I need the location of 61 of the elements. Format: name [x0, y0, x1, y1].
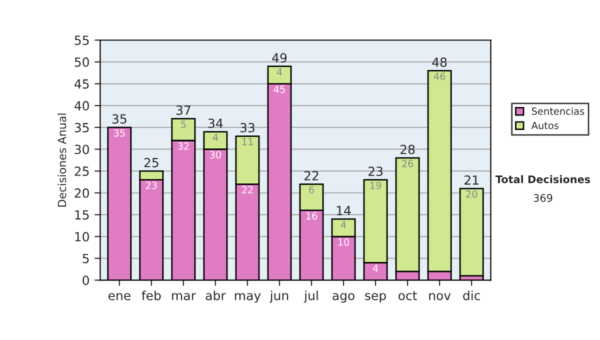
- total-label: 21: [464, 175, 478, 185]
- total-label: 37: [176, 105, 190, 115]
- x-tick-label: feb: [142, 290, 161, 300]
- data-label: 20: [466, 190, 478, 198]
- data-label: 45: [274, 86, 285, 94]
- y-tick-label: 45: [74, 79, 89, 89]
- y-tick-label: 35: [74, 122, 89, 132]
- total-label: 22: [304, 170, 318, 180]
- y-tick-label: 25: [74, 166, 89, 176]
- data-label: 30: [210, 151, 221, 158]
- data-label: 4: [340, 221, 346, 228]
- y-tick-label: 50: [74, 57, 89, 67]
- y-tick-label: 55: [74, 36, 89, 46]
- data-label: 19: [370, 182, 382, 190]
- y-tick-label: 20: [74, 188, 89, 198]
- y-axis-title: Decisiones Anual: [58, 114, 66, 207]
- total-label: 33: [240, 122, 254, 132]
- total-label: 34: [208, 118, 223, 128]
- data-label: 11: [242, 138, 253, 146]
- x-tick-label: jul: [304, 290, 318, 303]
- total-label: 25: [144, 158, 158, 168]
- x-tick-label: ago: [332, 293, 354, 303]
- x-tick-label: ene: [108, 293, 130, 300]
- total-label: 35: [112, 114, 126, 124]
- data-label: 26: [402, 160, 414, 168]
- data-label: 4: [212, 134, 218, 141]
- total-label: 28: [400, 144, 415, 154]
- data-label: 4: [372, 264, 378, 272]
- legend-label: Sentencias: [532, 107, 584, 115]
- y-tick-label: 0: [82, 276, 89, 286]
- x-tick-label: mar: [172, 293, 196, 300]
- total-label: 14: [336, 206, 351, 216]
- bar: [459, 188, 484, 276]
- data-label: 23: [146, 182, 157, 190]
- total-label: 49: [272, 53, 287, 63]
- x-tick-label: oct: [398, 291, 417, 300]
- y-tick-label: 30: [74, 144, 89, 154]
- data-label: 32: [178, 142, 189, 150]
- text: 369: [534, 194, 552, 202]
- data-label: 6: [309, 186, 314, 194]
- total-label: 23: [368, 166, 382, 176]
- x-tick-label: may: [234, 293, 261, 303]
- y-tick-label: 15: [75, 210, 89, 220]
- text: Total Decisiones: [495, 175, 590, 184]
- y-tick-label: 5: [82, 254, 89, 264]
- data-label: 5: [181, 120, 186, 128]
- data-label: 10: [338, 238, 350, 246]
- legend-label: Autos: [531, 122, 558, 130]
- x-tick-label: abr: [206, 290, 226, 300]
- x-tick-label: nov: [429, 293, 451, 300]
- x-tick-label: sep: [365, 293, 386, 303]
- data-label: 16: [306, 212, 318, 220]
- x-tick-label: jun: [270, 290, 288, 303]
- y-tick-label: 40: [74, 101, 89, 111]
- data-label: 22: [242, 186, 253, 194]
- x-tick-label: dic: [463, 290, 480, 300]
- data-label: 46: [434, 72, 446, 80]
- data-label: 4: [276, 68, 282, 76]
- y-tick-label: 10: [75, 232, 89, 242]
- data-label: 35: [114, 129, 125, 137]
- total-label: 48: [432, 57, 447, 67]
